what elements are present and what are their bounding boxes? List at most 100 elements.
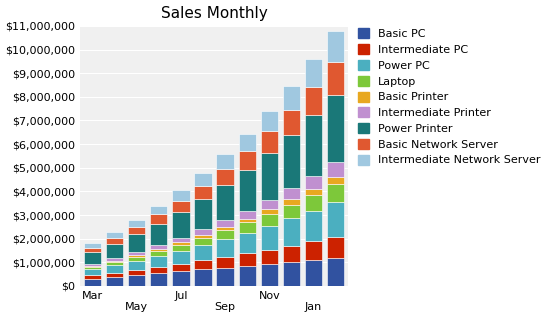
Bar	[172, 212, 190, 238]
Bar	[128, 257, 145, 261]
Bar	[327, 202, 344, 237]
Bar	[261, 226, 278, 250]
Bar	[172, 251, 190, 264]
Bar	[239, 253, 256, 266]
Bar	[283, 199, 300, 205]
Bar	[239, 232, 256, 253]
Bar	[84, 266, 101, 267]
Bar	[261, 131, 278, 153]
Bar	[172, 264, 190, 271]
Bar	[106, 262, 123, 265]
Bar	[150, 245, 167, 249]
Bar	[327, 31, 344, 62]
Bar	[261, 200, 278, 209]
Bar	[194, 199, 212, 229]
Bar	[106, 244, 123, 259]
Bar	[172, 242, 190, 245]
Bar	[305, 59, 322, 86]
Bar	[305, 176, 322, 189]
Bar	[84, 269, 101, 275]
Bar	[239, 219, 256, 223]
Bar	[305, 195, 322, 211]
Bar	[128, 255, 145, 257]
Bar	[106, 273, 123, 277]
Bar	[239, 223, 256, 232]
Bar	[84, 264, 101, 266]
Bar	[172, 238, 190, 242]
Bar	[283, 86, 300, 110]
Bar	[217, 169, 234, 185]
Bar	[128, 227, 145, 234]
Bar	[261, 111, 278, 131]
Bar	[327, 162, 344, 177]
Bar	[305, 86, 322, 115]
Bar	[150, 224, 167, 245]
Bar	[327, 184, 344, 202]
Bar	[327, 94, 344, 162]
Bar	[283, 188, 300, 199]
Bar	[194, 260, 212, 269]
Bar	[305, 241, 322, 260]
Bar	[150, 256, 167, 266]
Bar	[128, 234, 145, 252]
Bar	[194, 173, 212, 186]
Bar	[261, 153, 278, 200]
Bar	[194, 245, 212, 260]
Bar	[217, 231, 234, 239]
Bar	[261, 250, 278, 264]
Bar	[283, 110, 300, 135]
Bar	[84, 248, 101, 252]
Bar	[84, 267, 101, 269]
Bar	[106, 265, 123, 273]
Bar	[261, 209, 278, 214]
Bar	[194, 235, 212, 238]
Bar	[283, 135, 300, 188]
Bar	[106, 232, 123, 238]
Bar	[239, 151, 256, 170]
Bar	[128, 252, 145, 255]
Bar	[150, 214, 167, 224]
Bar	[261, 214, 278, 226]
Bar	[305, 211, 322, 241]
Bar	[106, 259, 123, 261]
Bar	[239, 211, 256, 219]
Bar	[239, 170, 256, 211]
Bar	[84, 252, 101, 264]
Bar	[261, 264, 278, 286]
Bar	[150, 251, 167, 256]
Bar	[217, 239, 234, 257]
Bar	[84, 279, 101, 286]
Bar	[283, 262, 300, 286]
Bar	[239, 134, 256, 151]
Bar	[283, 245, 300, 262]
Bar	[217, 220, 234, 227]
Bar	[217, 154, 234, 169]
Bar	[150, 206, 167, 214]
Bar	[217, 227, 234, 231]
Bar	[217, 267, 234, 286]
Bar	[217, 257, 234, 267]
Bar	[150, 266, 167, 273]
Bar	[305, 189, 322, 195]
Bar	[106, 261, 123, 262]
Bar	[172, 190, 190, 201]
Bar	[150, 249, 167, 251]
Bar	[305, 115, 322, 176]
Bar	[194, 269, 212, 286]
Bar	[217, 185, 234, 220]
Bar	[283, 205, 300, 218]
Bar	[106, 238, 123, 244]
Bar	[327, 177, 344, 184]
Bar	[128, 270, 145, 275]
Bar	[128, 220, 145, 227]
Bar	[194, 186, 212, 199]
Bar	[150, 273, 167, 286]
Bar	[327, 62, 344, 94]
Bar	[128, 275, 145, 286]
Bar	[327, 237, 344, 258]
Legend: Basic PC, Intermediate PC, Power PC, Laptop, Basic Printer, Intermediate Printer: Basic PC, Intermediate PC, Power PC, Lap…	[356, 26, 543, 168]
Bar	[172, 245, 190, 251]
Bar	[84, 275, 101, 279]
Bar	[305, 260, 322, 286]
Bar	[128, 261, 145, 270]
